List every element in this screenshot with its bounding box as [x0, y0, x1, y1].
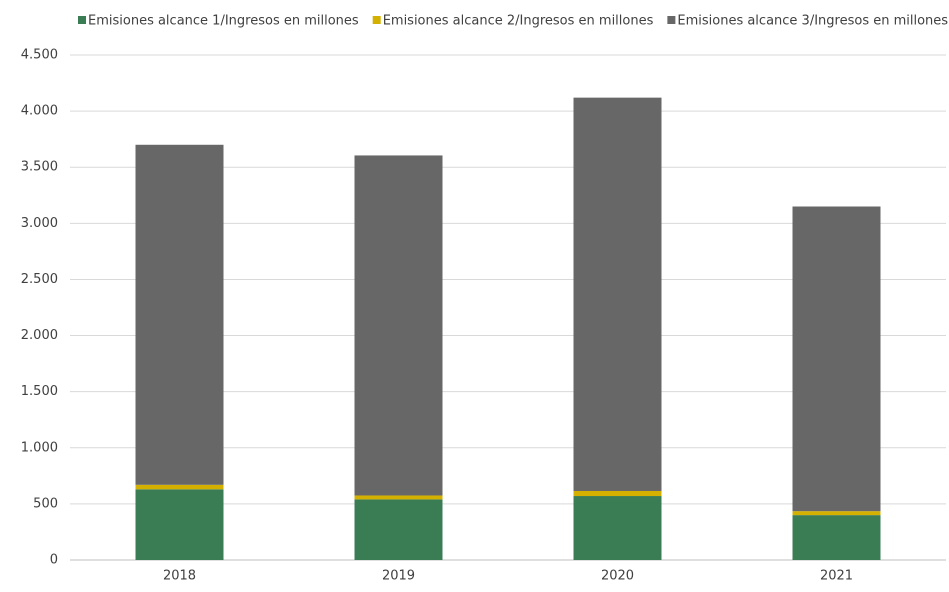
legend-swatch	[667, 16, 676, 24]
bar-segment	[135, 144, 224, 485]
x-tick-label: 2018	[163, 569, 196, 584]
x-tick-label: 2021	[820, 569, 853, 584]
y-tick-label: 500	[33, 496, 58, 511]
bar-segment	[792, 206, 881, 512]
legend-label: Emisiones alcance 1/Ingresos en millones	[88, 14, 359, 29]
bar-segment	[354, 155, 443, 496]
bar-segment	[135, 484, 224, 490]
bar-segment	[354, 499, 443, 560]
bar-segment	[573, 496, 662, 560]
legend-label: Emisiones alcance 3/Ingresos en millones	[677, 14, 948, 29]
legend-label: Emisiones alcance 2/Ingresos en millones	[383, 14, 654, 29]
legend-swatch	[78, 16, 86, 24]
x-tick-label: 2019	[382, 569, 415, 584]
y-tick-label: 1.000	[21, 440, 58, 455]
bar-segment	[792, 515, 881, 560]
bar-segment	[573, 490, 662, 497]
legend-swatch	[372, 16, 381, 24]
bar-segment	[792, 511, 881, 516]
y-tick-label: 2.000	[21, 328, 58, 343]
y-tick-label: 3.000	[21, 216, 58, 231]
y-tick-label: 4.500	[21, 48, 58, 63]
y-tick-label: 4.000	[21, 104, 58, 119]
x-tick-label: 2020	[601, 569, 634, 584]
y-tick-label: 3.500	[21, 160, 58, 175]
bar-segment	[354, 495, 443, 500]
bar-segment	[135, 489, 224, 560]
bar-segment	[573, 97, 662, 491]
y-tick-label: 0	[50, 553, 58, 568]
y-tick-label: 2.500	[21, 272, 58, 287]
y-tick-label: 1.500	[21, 384, 58, 399]
